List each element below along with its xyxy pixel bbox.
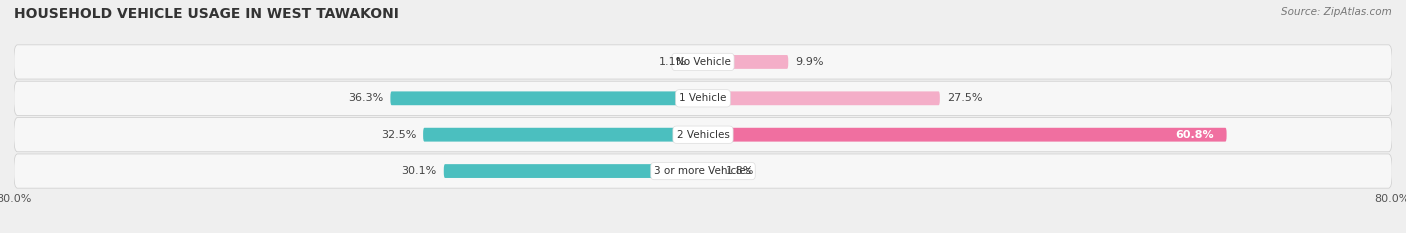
FancyBboxPatch shape xyxy=(14,45,1392,79)
FancyBboxPatch shape xyxy=(703,164,718,178)
FancyBboxPatch shape xyxy=(14,81,1392,115)
Text: 60.8%: 60.8% xyxy=(1175,130,1213,140)
FancyBboxPatch shape xyxy=(703,91,939,105)
FancyBboxPatch shape xyxy=(14,154,1392,188)
Text: 1.8%: 1.8% xyxy=(725,166,754,176)
FancyBboxPatch shape xyxy=(444,164,703,178)
FancyBboxPatch shape xyxy=(423,128,703,142)
Text: 2 Vehicles: 2 Vehicles xyxy=(676,130,730,140)
Text: 9.9%: 9.9% xyxy=(796,57,824,67)
FancyBboxPatch shape xyxy=(703,128,1226,142)
Text: 36.3%: 36.3% xyxy=(349,93,384,103)
Text: 1 Vehicle: 1 Vehicle xyxy=(679,93,727,103)
Text: HOUSEHOLD VEHICLE USAGE IN WEST TAWAKONI: HOUSEHOLD VEHICLE USAGE IN WEST TAWAKONI xyxy=(14,7,399,21)
FancyBboxPatch shape xyxy=(391,91,703,105)
Text: 30.1%: 30.1% xyxy=(402,166,437,176)
Text: 27.5%: 27.5% xyxy=(946,93,983,103)
Text: 1.1%: 1.1% xyxy=(658,57,686,67)
Text: 32.5%: 32.5% xyxy=(381,130,416,140)
Text: No Vehicle: No Vehicle xyxy=(675,57,731,67)
FancyBboxPatch shape xyxy=(14,118,1392,152)
FancyBboxPatch shape xyxy=(693,55,703,69)
Text: 3 or more Vehicles: 3 or more Vehicles xyxy=(654,166,752,176)
FancyBboxPatch shape xyxy=(703,55,789,69)
Text: Source: ZipAtlas.com: Source: ZipAtlas.com xyxy=(1281,7,1392,17)
